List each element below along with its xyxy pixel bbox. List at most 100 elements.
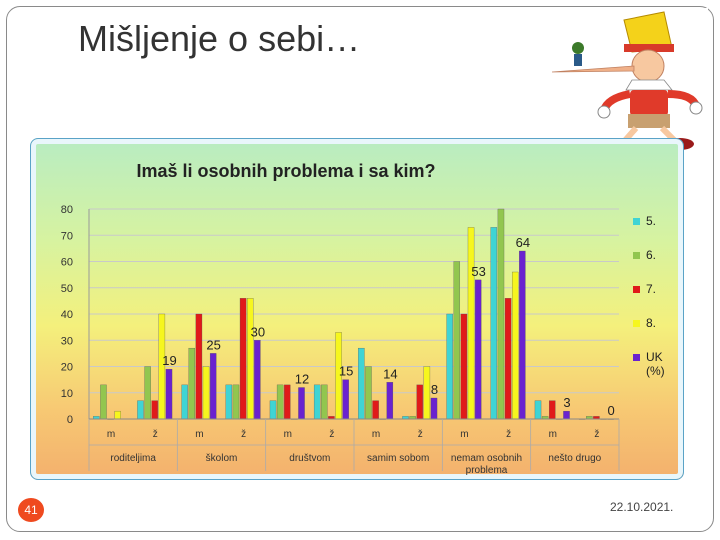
data-label: 19 — [162, 353, 176, 368]
x-sub-label: m — [107, 429, 115, 440]
legend-swatch — [633, 218, 640, 225]
data-label: 25 — [206, 337, 220, 352]
bar-5-5 — [313, 384, 321, 420]
bar-8-8 — [467, 227, 475, 420]
bar-6-9 — [497, 208, 505, 420]
bar-5-8 — [446, 313, 453, 420]
legend-swatch — [633, 320, 640, 327]
bar-6-5 — [321, 384, 328, 420]
y-tick-label: 0 — [67, 414, 73, 426]
data-label: 30 — [251, 324, 265, 339]
x-sub-label: m — [460, 429, 468, 440]
x-group-label: samim sobom — [367, 453, 429, 464]
data-label: 14 — [383, 366, 397, 381]
x-sub-label: m — [372, 429, 380, 440]
bar-7-3 — [239, 298, 247, 420]
legend-label: UK — [646, 350, 663, 364]
bar-UK-1 — [165, 368, 173, 420]
y-tick-label: 60 — [61, 257, 73, 269]
bar-7-7 — [416, 384, 423, 420]
legend-swatch — [633, 252, 640, 259]
bar-UK-9 — [519, 250, 526, 420]
bar-UK-2 — [209, 353, 217, 420]
legend-label: 7. — [646, 282, 656, 296]
bar-8-2 — [202, 366, 210, 420]
x-sub-label: ž — [418, 429, 423, 440]
bar-6-2 — [188, 347, 196, 420]
slide-title: Mišljenje o sebi… — [78, 18, 361, 59]
bar-5-2 — [181, 384, 188, 420]
x-group-label-line2: problema — [466, 465, 508, 476]
y-tick-label: 10 — [61, 388, 73, 400]
x-sub-label: m — [549, 429, 557, 440]
bar-6-1 — [144, 366, 151, 420]
y-tick-label: 80 — [61, 204, 73, 216]
legend-swatch — [633, 354, 640, 361]
data-label: 3 — [563, 395, 570, 410]
x-sub-label: m — [284, 429, 292, 440]
bar-chart: Imaš li osobnih problema i sa kim? 0 10 20… — [61, 161, 665, 476]
bar-6-4 — [276, 384, 284, 420]
chart-title: Imaš li osobnih problema i sa kim? — [136, 161, 435, 181]
bar-5-4 — [269, 400, 277, 420]
data-label: 64 — [516, 235, 530, 250]
x-sub-label: ž — [329, 429, 334, 440]
bar-8-7 — [423, 366, 431, 420]
pinocchio-illustration — [512, 8, 708, 154]
legend-label-line2: (%) — [646, 364, 665, 378]
y-tick-label: 40 — [61, 309, 73, 321]
y-tick-label: 70 — [61, 230, 73, 242]
bar-6-6 — [365, 366, 372, 420]
bar-7-9 — [504, 298, 512, 420]
bar-7-1 — [151, 400, 158, 420]
bar-7-10 — [549, 400, 556, 420]
slide-date: 22.10.2021. — [610, 500, 674, 514]
bar-5-3 — [225, 384, 233, 420]
bar-5-1 — [137, 400, 144, 420]
x-group-label: roditeljima — [110, 453, 156, 464]
y-tick-label: 50 — [61, 283, 73, 295]
bar-UK-10 — [563, 410, 570, 420]
bar-5-6 — [358, 347, 365, 420]
data-label: 8 — [431, 382, 438, 397]
legend-label: 8. — [646, 316, 656, 330]
bar-UK-3 — [254, 340, 261, 420]
data-label: 53 — [471, 264, 485, 279]
bar-UK-6 — [386, 382, 394, 420]
x-sub-label: m — [195, 429, 203, 440]
bar-8-9 — [511, 271, 519, 420]
legend-label: 5. — [646, 214, 656, 228]
bar-6-0 — [100, 384, 107, 420]
x-sub-label: ž — [241, 429, 246, 440]
bar-7-2 — [195, 313, 203, 420]
data-label: 12 — [295, 372, 309, 387]
bar-5-10 — [534, 400, 542, 420]
bar-7-4 — [284, 384, 291, 420]
bar-5-9 — [490, 227, 498, 420]
x-sub-label: ž — [153, 429, 158, 440]
x-group-label: nemam osobnih — [451, 453, 522, 464]
bar-8-3 — [246, 298, 254, 420]
x-group-label: društvom — [289, 453, 330, 464]
bar-UK-4 — [298, 387, 305, 420]
bar-6-3 — [232, 384, 240, 420]
data-label: 0 — [608, 403, 615, 418]
legend-swatch — [633, 286, 640, 293]
bar-7-8 — [460, 313, 468, 420]
bar-UK-7 — [430, 397, 438, 420]
bar-UK-5 — [342, 379, 349, 420]
x-sub-label: ž — [506, 429, 511, 440]
x-group-label: nešto drugo — [548, 453, 601, 464]
bar-8-0 — [114, 410, 121, 420]
chart-panel: Imaš li osobnih problema i sa kim? 0 10 20… — [30, 138, 684, 480]
bar-6-8 — [453, 261, 461, 420]
y-tick-label: 20 — [61, 362, 73, 374]
y-tick-label: 30 — [61, 335, 73, 347]
x-sub-label: ž — [594, 429, 599, 440]
data-label: 15 — [339, 364, 353, 379]
legend-label: 6. — [646, 248, 656, 262]
x-group-label: školom — [206, 453, 238, 464]
page-number-badge: 41 — [18, 498, 44, 522]
bar-UK-8 — [474, 279, 482, 420]
bar-7-6 — [372, 400, 379, 420]
